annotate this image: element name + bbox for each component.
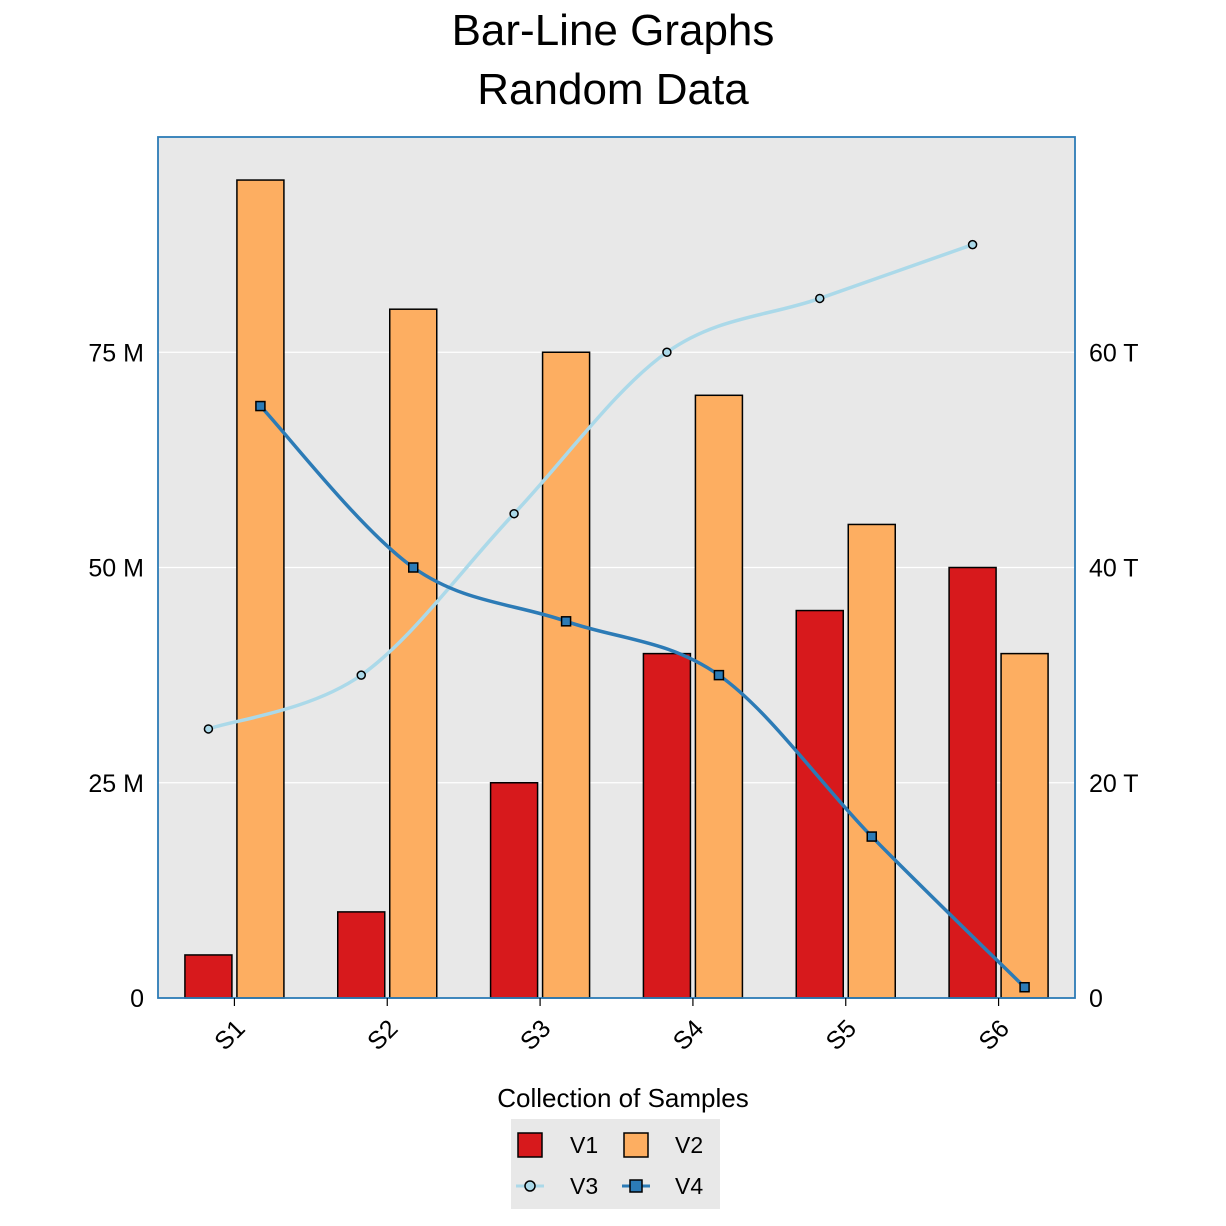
legend-key-v3 xyxy=(524,1180,536,1192)
point-v3-s4 xyxy=(662,347,672,357)
x-tick-label: S6 xyxy=(973,1014,1014,1055)
legend-label-v1: V1 xyxy=(570,1132,598,1158)
x-axis-label: Collection of Samples xyxy=(497,1083,748,1113)
bar-v1-s5 xyxy=(795,609,844,999)
chart-subtitle: Random Data xyxy=(477,65,749,114)
legend-key-v4 xyxy=(629,1179,643,1193)
bar-v2-s3 xyxy=(541,351,591,999)
y-left-tick-label: 0 xyxy=(130,985,144,1013)
gridlines xyxy=(158,351,1075,784)
line-v4 xyxy=(259,404,1026,989)
y-right-tick-label: 60 T xyxy=(1089,339,1139,367)
legend: V1 V2 V3 V4 xyxy=(511,1119,720,1209)
bar-v1-s1 xyxy=(184,954,233,999)
bar-v2-s2 xyxy=(389,308,438,999)
point-v3-s5 xyxy=(815,293,825,304)
legend-box xyxy=(511,1119,720,1209)
chart-title: Bar-Line Graphs xyxy=(452,6,775,55)
y-right-tick-label: 40 T xyxy=(1089,555,1139,583)
x-tick-label: S2 xyxy=(362,1014,403,1055)
point-v3-s2 xyxy=(356,670,366,680)
bar-v1-s4 xyxy=(642,652,692,999)
point-v3-s3 xyxy=(509,508,519,519)
y-left-tick-label: 25 M xyxy=(88,770,144,798)
x-tick-label: S3 xyxy=(515,1014,556,1055)
legend-label-v3: V3 xyxy=(570,1173,598,1199)
point-v4-s6 xyxy=(1019,981,1030,993)
bar-v1-s3 xyxy=(489,782,539,999)
x-tick-label: S4 xyxy=(668,1014,709,1055)
x-tick-label: S5 xyxy=(821,1014,862,1055)
legend-label-v4: V4 xyxy=(675,1173,703,1199)
bar-v2-s1 xyxy=(236,179,285,999)
y-right-tick-label: 20 T xyxy=(1089,770,1139,798)
point-v4-s3 xyxy=(560,616,572,627)
legend-label-v2: V2 xyxy=(675,1132,703,1158)
point-v4-s2 xyxy=(408,562,419,573)
x-tick-label: S1 xyxy=(209,1014,250,1055)
bar-v1-s2 xyxy=(337,911,386,999)
y-left-tick-label: 50 M xyxy=(88,555,144,583)
bar-v2-s5 xyxy=(847,523,896,999)
point-v3-s6 xyxy=(967,239,978,250)
legend-key-v1 xyxy=(517,1132,543,1158)
y-right-tick-label: 0 xyxy=(1089,985,1103,1013)
bar-v2-s6 xyxy=(1000,652,1049,999)
point-v3-s1 xyxy=(203,724,214,734)
point-v4-s1 xyxy=(255,400,266,412)
point-v4-s5 xyxy=(866,831,877,842)
legend-key-v2 xyxy=(623,1132,649,1158)
bars xyxy=(184,179,1049,999)
point-v4-s4 xyxy=(713,669,725,681)
plot-frame xyxy=(157,136,1076,999)
bar-v1-s6 xyxy=(948,566,997,999)
lines xyxy=(203,239,1030,993)
y-left-tick-label: 75 M xyxy=(88,339,144,367)
line-v3 xyxy=(207,242,974,731)
bar-v2-s4 xyxy=(694,394,744,999)
